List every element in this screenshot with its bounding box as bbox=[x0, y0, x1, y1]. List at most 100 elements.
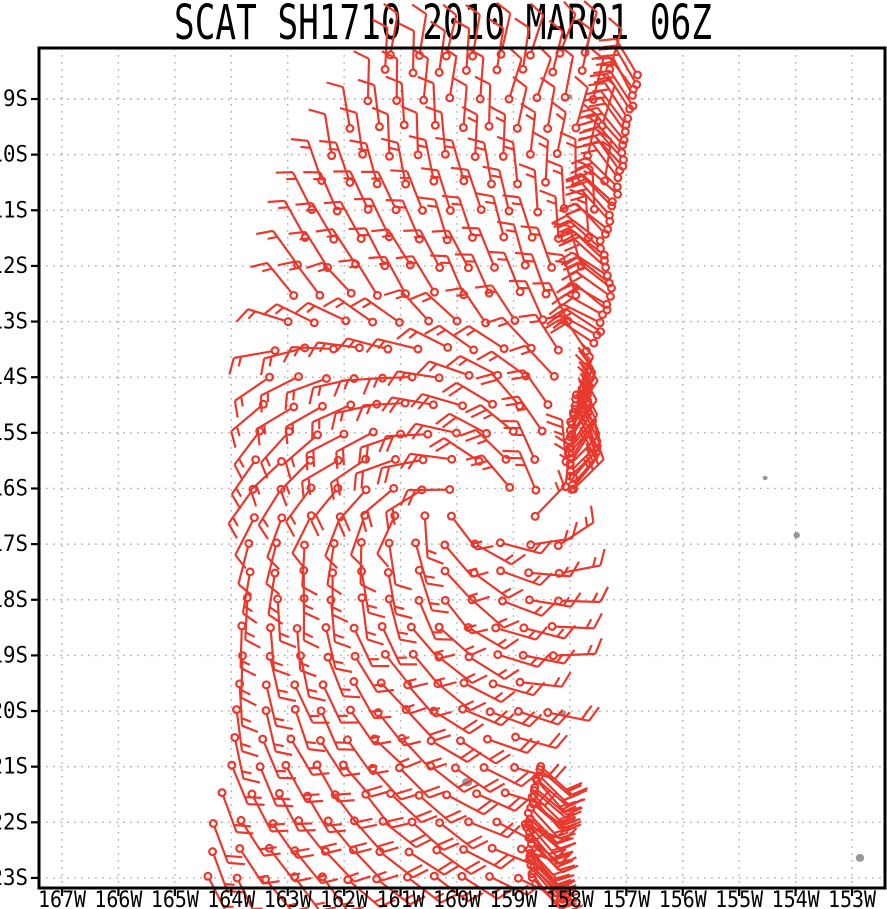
y-tick-label: 12S bbox=[0, 254, 28, 279]
wind-barb bbox=[230, 455, 261, 510]
wind-barb bbox=[208, 847, 245, 894]
wind-barb bbox=[267, 199, 310, 242]
wind-barb bbox=[335, 427, 378, 469]
wind-barb bbox=[511, 732, 568, 750]
wind-barb bbox=[301, 455, 343, 499]
wind-barb bbox=[450, 763, 506, 793]
x-tick-label: 156W bbox=[659, 888, 708, 909]
wind-barb bbox=[465, 4, 481, 61]
wind-barb bbox=[385, 75, 409, 130]
wind-barb bbox=[353, 454, 400, 491]
wind-barb bbox=[291, 511, 316, 568]
wind-barb bbox=[429, 871, 484, 903]
wind-barb bbox=[377, 621, 418, 666]
wind-barb bbox=[376, 678, 427, 715]
wind-barb bbox=[401, 705, 452, 742]
wind-barb bbox=[335, 337, 393, 354]
y-tick-label: 14S bbox=[0, 365, 28, 390]
wind-barb bbox=[383, 288, 434, 326]
wind-barb bbox=[553, 586, 609, 606]
wind-barb bbox=[426, 736, 483, 763]
wind-barb bbox=[370, 734, 422, 769]
wind-barb bbox=[500, 420, 540, 465]
wind-barb bbox=[235, 308, 293, 327]
wind-barb bbox=[277, 260, 325, 300]
wind-barb bbox=[526, 839, 579, 874]
wind-barb bbox=[519, 623, 577, 640]
wind-barb bbox=[596, 56, 637, 100]
wind-barb bbox=[402, 872, 457, 904]
wind-barb bbox=[361, 789, 409, 829]
wind-barb bbox=[455, 736, 511, 765]
wind-barb bbox=[545, 313, 602, 340]
wind-barb bbox=[203, 871, 234, 909]
wind-barb bbox=[265, 623, 291, 677]
grid-layer bbox=[39, 48, 885, 888]
wind-barb bbox=[357, 429, 406, 465]
wind-barb bbox=[326, 538, 343, 596]
wind-barb bbox=[565, 189, 615, 226]
wind-barb bbox=[357, 593, 384, 646]
y-tick-label: 23S bbox=[0, 866, 28, 891]
x-tick-label: 164W bbox=[207, 888, 256, 909]
wind-barb bbox=[238, 651, 257, 707]
y-tick-label: 20S bbox=[0, 699, 28, 724]
wind-barb bbox=[371, 228, 415, 270]
wind-barb bbox=[266, 513, 287, 571]
y-tick-label: 18S bbox=[0, 588, 28, 613]
wind-barb bbox=[414, 565, 449, 614]
wind-barb bbox=[319, 139, 355, 187]
wind-barb bbox=[302, 791, 347, 834]
wind-barb bbox=[394, 763, 446, 799]
wind-barb bbox=[461, 226, 500, 272]
wind-barb bbox=[474, 75, 494, 131]
y-tick-label: 19S bbox=[0, 643, 28, 668]
wind-barb bbox=[485, 707, 543, 728]
wind-barb bbox=[489, 105, 508, 161]
wind-barb bbox=[368, 763, 418, 801]
wind-barb bbox=[257, 484, 286, 540]
wind-barb bbox=[311, 400, 356, 440]
wind-barb bbox=[475, 373, 525, 411]
wind-barb bbox=[321, 623, 353, 674]
wind-barb bbox=[548, 19, 564, 77]
wind-barb bbox=[469, 568, 524, 599]
wind-barb bbox=[450, 166, 486, 215]
y-tick-label: 15S bbox=[0, 421, 28, 446]
wind-barb bbox=[329, 454, 371, 500]
wind-barb bbox=[435, 412, 492, 438]
wind-barb bbox=[567, 441, 600, 494]
x-tick-label: 162W bbox=[320, 888, 369, 909]
wind-barb bbox=[261, 680, 294, 731]
wind-barb bbox=[467, 595, 520, 629]
wind-barb bbox=[465, 454, 515, 492]
wind-barb bbox=[512, 76, 528, 133]
wind-barb bbox=[299, 593, 320, 649]
wind-barb bbox=[395, 255, 440, 297]
wind-barb bbox=[458, 704, 515, 727]
axes-layer: 167W 166W 165W 164W 163W 162W 161W 160W 159W 158W… bbox=[0, 46, 887, 909]
wind-barb bbox=[496, 135, 523, 189]
wind-barb bbox=[539, 76, 556, 134]
wind-barb bbox=[435, 818, 489, 850]
wind-barb bbox=[435, 136, 469, 186]
wind-barb bbox=[417, 75, 440, 130]
wind-barb bbox=[554, 548, 606, 578]
wind-barb bbox=[250, 261, 299, 300]
wind-barb bbox=[446, 511, 494, 551]
wind-barb bbox=[357, 78, 384, 132]
wind-barb bbox=[495, 538, 553, 555]
wind-barb bbox=[259, 372, 304, 413]
wind-barb bbox=[520, 225, 557, 272]
wind-barb bbox=[403, 229, 445, 273]
wind-barb bbox=[555, 1, 577, 58]
wind-barb bbox=[411, 538, 444, 588]
wind-barb bbox=[569, 188, 594, 243]
x-tick-label: 154W bbox=[772, 888, 821, 909]
wind-barb bbox=[235, 679, 259, 734]
wind-barb bbox=[467, 137, 496, 189]
wind-barb bbox=[513, 706, 571, 726]
wind-barb bbox=[384, 538, 413, 591]
wind-barb bbox=[338, 258, 382, 300]
